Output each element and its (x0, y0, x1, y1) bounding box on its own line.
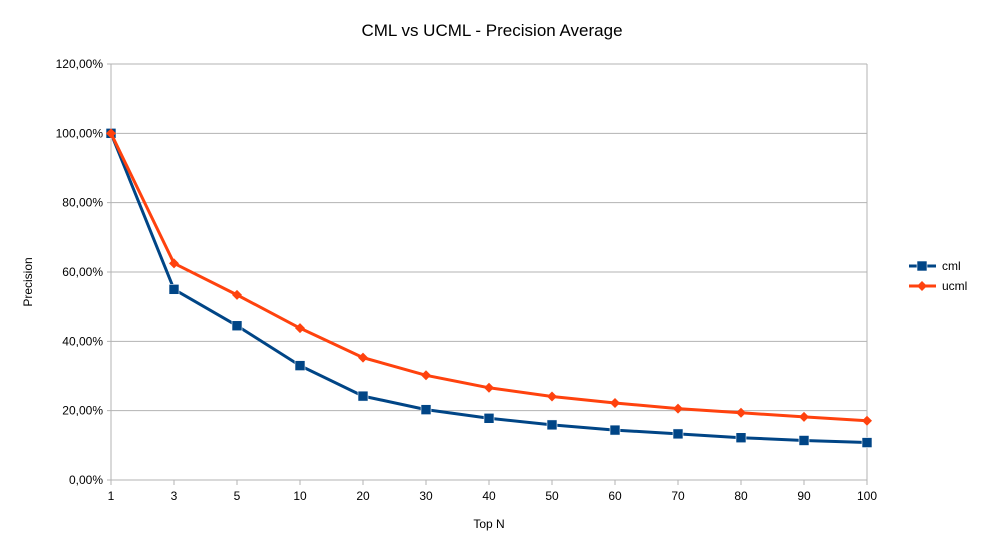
gridlines (107, 63, 868, 481)
series-cml-point (483, 412, 495, 424)
series-ucml-point (799, 411, 809, 422)
series-cml-point (861, 437, 873, 448)
y-tick-label: 40,00% (62, 334, 103, 348)
series-cml-point (798, 435, 810, 446)
x-tick-label: 30 (419, 489, 433, 503)
legend-label: ucml (942, 279, 967, 293)
series-ucml-point (736, 407, 746, 418)
series-ucml-point (610, 398, 620, 409)
x-tick-label: 100 (857, 489, 877, 503)
series-cml-point (168, 284, 180, 295)
x-tick-label: 70 (671, 489, 685, 503)
series-ucml-point (232, 289, 242, 300)
x-tick-label: 10 (293, 489, 307, 503)
series-ucml-point (295, 323, 305, 334)
y-tick-label: 20,00% (62, 404, 103, 418)
y-tick-label: 80,00% (62, 196, 103, 210)
legend-swatch-point (917, 281, 927, 291)
x-tick-label: 1 (108, 489, 115, 503)
y-tick-label: 60,00% (62, 265, 103, 279)
legend: cml ucml (909, 259, 967, 293)
x-tick-label: 40 (482, 489, 496, 503)
x-axis-ticks: 1 3 5 10 20 30 40 50 60 70 80 90 100 (108, 480, 877, 503)
series-ucml-point (862, 415, 872, 426)
series-layer (105, 128, 873, 448)
series-ucml-point (169, 258, 179, 269)
y-axis-ticks: 0,00% 20,00% 40,00% 60,00% 80,00% 100,00% 120,… (56, 57, 104, 487)
x-tick-label: 60 (608, 489, 622, 503)
series-cml-point (735, 432, 747, 444)
x-tick-label: 20 (356, 489, 370, 503)
y-tick-label: 120,00% (56, 57, 104, 71)
y-tick-label: 100,00% (56, 126, 104, 140)
legend-label: cml (942, 259, 961, 273)
x-tick-label: 50 (545, 489, 559, 503)
x-tick-label: 3 (171, 489, 178, 503)
x-axis-title: Top N (473, 517, 504, 531)
series-cml-point (420, 404, 432, 415)
series-cml-point (546, 419, 558, 431)
x-tick-label: 80 (734, 489, 748, 503)
series-ucml (106, 128, 872, 426)
legend-item-ucml: ucml (909, 279, 967, 293)
y-tick-label: 0,00% (69, 473, 103, 487)
series-ucml-point (358, 352, 368, 363)
series-ucml-line (109, 132, 868, 423)
series-cml-point (294, 360, 306, 371)
x-tick-label: 90 (797, 489, 811, 503)
series-ucml-point (106, 128, 116, 139)
series-ucml-point (673, 403, 683, 414)
series-cml-point (357, 390, 369, 402)
series-ucml-point (421, 370, 431, 381)
legend-swatch-point (916, 260, 928, 272)
series-cml-point (231, 320, 243, 332)
y-axis-title: Precision (21, 257, 35, 306)
series-cml-point (672, 428, 684, 440)
x-tick-label: 5 (234, 489, 241, 503)
chart-title: CML vs UCML - Precision Average (361, 21, 622, 40)
series-cml-point (609, 424, 621, 436)
legend-item-cml: cml (909, 259, 961, 273)
series-ucml-point (484, 382, 494, 393)
series-ucml-point (547, 391, 557, 402)
